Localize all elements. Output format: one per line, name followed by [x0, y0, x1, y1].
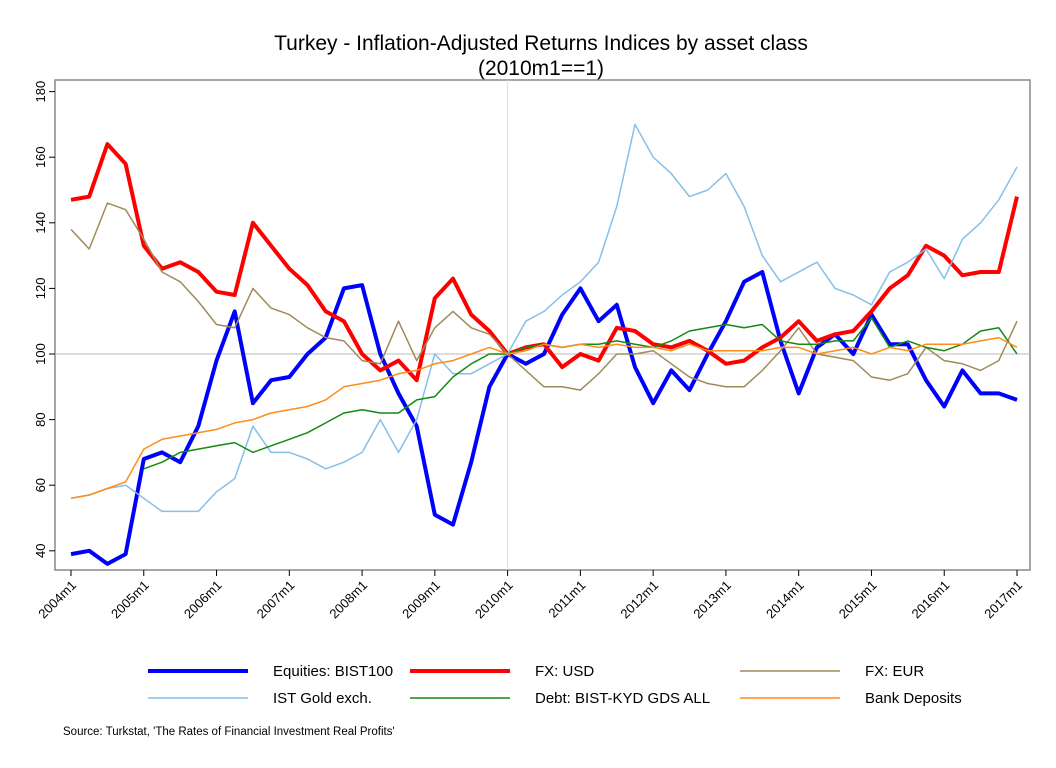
y-tick-label: 140	[33, 212, 48, 234]
y-tick-label: 60	[33, 478, 48, 492]
plot-frame	[54, 79, 1031, 571]
source-note: Source: Turkstat, 'The Rates of Financia…	[63, 726, 395, 738]
y-tick-label: 120	[33, 278, 48, 300]
x-tick-label: 2016m1	[909, 578, 953, 622]
legend-label: IST Gold exch.	[273, 690, 372, 707]
series-line-5	[70, 336, 1018, 500]
series-line-3	[70, 123, 1018, 513]
x-tick-label: 2008m1	[326, 578, 370, 622]
y-tick-label: 180	[33, 81, 48, 103]
legend-label: Debt: BIST-KYD GDS ALL	[535, 690, 710, 707]
x-tick-label: 2011m1	[545, 578, 588, 621]
y-tick-label: 40	[33, 544, 48, 558]
legend-label: FX: EUR	[865, 663, 924, 680]
x-tick-label: 2012m1	[617, 578, 661, 622]
chart-title: Turkey - Inflation-Adjusted Returns Indi…	[274, 32, 808, 55]
legend-label: Bank Deposits	[865, 690, 962, 707]
legend-label: FX: USD	[535, 663, 594, 680]
x-tick-label: 2014m1	[763, 578, 807, 622]
x-tick-label: 2017m1	[981, 578, 1025, 622]
x-tick-label: 2013m1	[690, 578, 734, 622]
chart-subtitle: (2010m1==1)	[478, 57, 604, 80]
series-line-2	[70, 202, 1018, 391]
y-tick-label: 100	[33, 343, 48, 365]
x-tick-label: 2004m1	[35, 578, 79, 622]
plot-area: 40 60 80 100 120 140 160 180 2004m1 2005m1 2006m1 2…	[33, 79, 1031, 622]
x-tick-label: 2005m1	[108, 578, 152, 622]
x-tick-label: 2007m1	[254, 578, 298, 622]
x-tick-label: 2015m1	[836, 578, 880, 622]
legend-label: Equities: BIST100	[273, 663, 393, 680]
x-tick-label: 2009m1	[399, 578, 443, 622]
y-tick-label: 80	[33, 412, 48, 426]
x-tick-label: 2006m1	[181, 578, 225, 622]
x-tick-label: 2010m1	[472, 578, 516, 622]
legend: Equities: BIST100 FX: USD FX: EUR IST Gold …	[148, 663, 962, 707]
y-tick-label: 160	[33, 146, 48, 168]
series-line-0	[70, 270, 1018, 566]
